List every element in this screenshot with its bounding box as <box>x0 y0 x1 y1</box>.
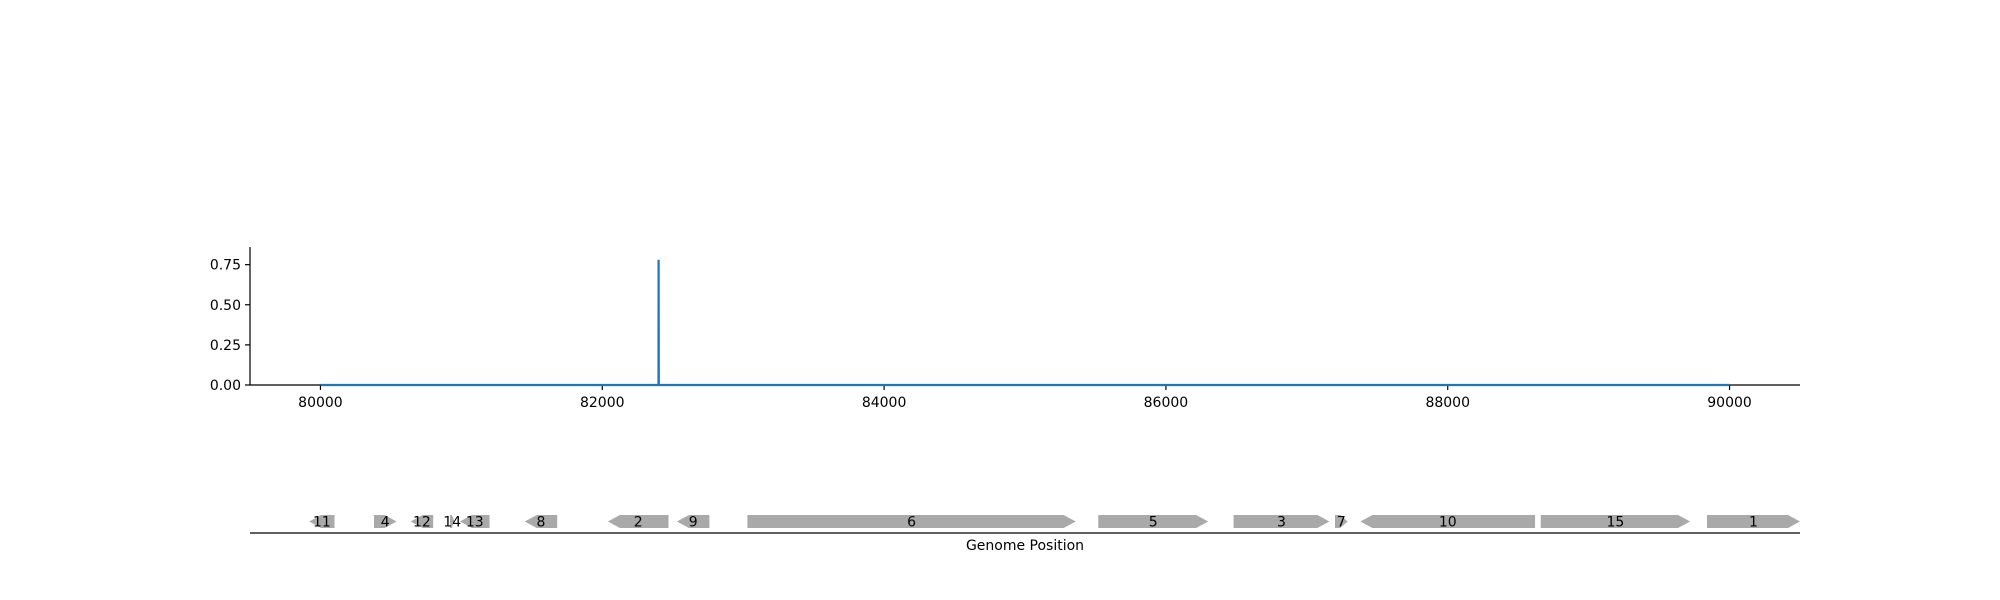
gene-arrow <box>676 515 710 528</box>
y-axis-ticks: 0.00 0.25 0.50 0.75 <box>210 258 250 394</box>
x-tick-label: 82000 <box>580 395 625 411</box>
gene-label: 6 <box>907 515 916 531</box>
x-tick-label: 86000 <box>1144 395 1189 411</box>
x-axis-ticks: 80000 82000 84000 86000 88000 90000 <box>298 385 1752 411</box>
y-tick-label: 0.75 <box>210 258 241 274</box>
gene-label: 3 <box>1277 515 1286 531</box>
gene-arrow <box>309 515 335 528</box>
gene-arrow <box>607 515 669 528</box>
gene-label: 7 <box>1337 515 1346 531</box>
gene-arrow <box>450 515 455 528</box>
gene-label: 14 <box>443 515 461 531</box>
gene-label: 11 <box>313 515 331 531</box>
gene-label: 2 <box>634 515 643 531</box>
y-tick-label: 0.00 <box>210 378 241 394</box>
gene-label: 5 <box>1149 515 1158 531</box>
gene-label: 4 <box>381 515 390 531</box>
y-tick-label: 0.25 <box>210 338 241 354</box>
x-tick-label: 90000 <box>1707 395 1752 411</box>
gene-arrow <box>1707 515 1800 528</box>
gene-label: 15 <box>1606 515 1624 531</box>
y-tick-label: 0.50 <box>210 298 241 314</box>
gene-label: 9 <box>689 515 698 531</box>
gene-arrow <box>1360 515 1536 528</box>
x-tick-label: 88000 <box>1425 395 1470 411</box>
gene-label: 12 <box>413 515 431 531</box>
gene-arrow <box>1233 515 1330 528</box>
gene-arrow <box>524 515 558 528</box>
gene-arrows: 11 4 12 14 13 8 2 9 6 5 3 7 10 15 1 <box>309 515 1800 531</box>
gene-arrow <box>1098 515 1209 528</box>
coverage-plot: 80000 82000 84000 86000 88000 90000 0.000.250… <box>210 247 1800 411</box>
gene-label: 10 <box>1439 515 1457 531</box>
x-axis-title: Genome Position <box>966 538 1084 554</box>
gene-label: 1 <box>1749 515 1758 531</box>
gene-arrow <box>374 515 397 528</box>
gene-arrow <box>1540 515 1691 528</box>
x-tick-label: 84000 <box>862 395 907 411</box>
gene-arrow <box>459 515 490 528</box>
gene-arrow <box>410 515 434 528</box>
gene-arrow <box>747 515 1076 528</box>
gene-label: 13 <box>466 515 484 531</box>
coverage-line <box>320 259 1730 387</box>
gene-track: 11 4 12 14 13 8 2 9 6 5 3 7 10 15 1 Genome Position <box>250 515 1800 554</box>
x-tick-label: 80000 <box>298 395 343 411</box>
gene-arrow <box>1335 515 1348 528</box>
gene-label: 8 <box>537 515 546 531</box>
